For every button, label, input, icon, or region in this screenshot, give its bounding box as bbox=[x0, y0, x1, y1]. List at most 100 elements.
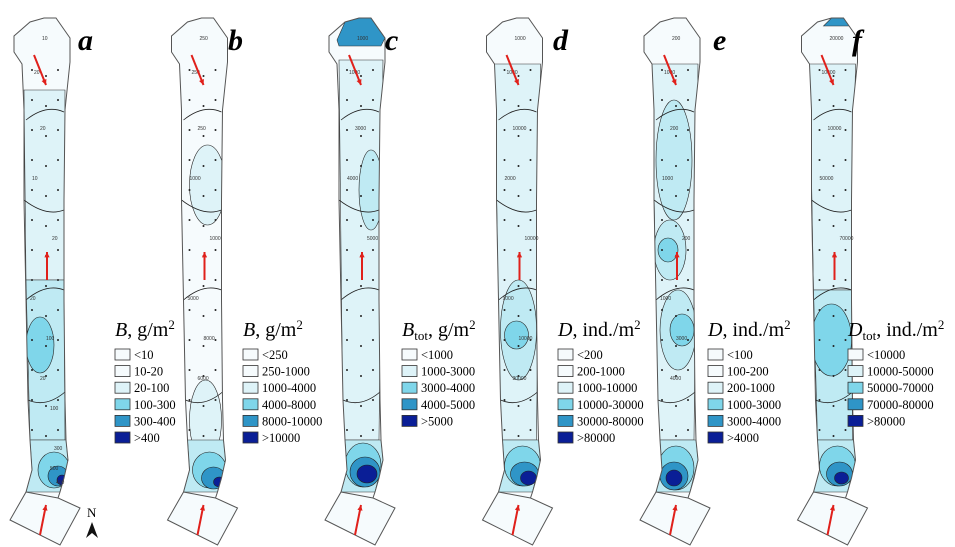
station-dot bbox=[844, 99, 847, 101]
legend-swatch bbox=[114, 365, 131, 378]
lake-outline bbox=[481, 17, 554, 546]
station-dot bbox=[844, 369, 847, 371]
station-dot bbox=[372, 249, 374, 251]
contour-label: 250 bbox=[192, 70, 201, 76]
contour-line bbox=[183, 108, 222, 121]
contour-label: 100 bbox=[50, 406, 59, 412]
flow-arrowhead-icon bbox=[357, 505, 363, 511]
legend-swatch bbox=[242, 398, 259, 411]
station-dot bbox=[844, 189, 847, 191]
station-dot bbox=[818, 339, 821, 341]
station-dot bbox=[503, 369, 506, 371]
station-dot bbox=[517, 135, 520, 137]
legend-label: <10000 bbox=[867, 348, 905, 362]
lake-outline bbox=[639, 17, 711, 546]
contour-label: 4000 bbox=[670, 376, 681, 382]
station-dot bbox=[832, 435, 835, 437]
legend-label: <250 bbox=[262, 348, 288, 362]
contour-label: 1000 bbox=[190, 176, 201, 182]
legend-label: 200-1000 bbox=[727, 381, 775, 395]
legend-title-symbol: B bbox=[243, 319, 255, 341]
contour-line bbox=[185, 391, 223, 404]
contour-label: 2000 bbox=[505, 176, 516, 182]
legend-title: Btot, g/m2 bbox=[402, 317, 476, 343]
legend-swatch bbox=[114, 398, 131, 411]
legend-swatch bbox=[847, 348, 864, 361]
station-dot bbox=[844, 69, 847, 71]
legend-swatch bbox=[707, 398, 724, 411]
station-dot bbox=[675, 375, 677, 377]
contour-line bbox=[655, 287, 695, 301]
legend-swatch bbox=[557, 365, 574, 378]
station-dot bbox=[844, 309, 847, 311]
station-dot bbox=[360, 315, 362, 317]
north-arrow: N bbox=[86, 505, 98, 538]
sampling-stations bbox=[346, 69, 374, 437]
legend-swatch bbox=[847, 381, 864, 394]
legend-swatch bbox=[707, 414, 724, 427]
station-dot bbox=[202, 75, 205, 77]
station-dot bbox=[529, 339, 532, 341]
legend-title-unit: , ind./m bbox=[876, 319, 938, 341]
contour-label: 250 bbox=[198, 126, 207, 132]
station-dot bbox=[687, 249, 689, 251]
lake-outline bbox=[9, 17, 81, 546]
station-dot bbox=[31, 339, 33, 341]
legend-label: 250-1000 bbox=[262, 365, 310, 379]
zone-c5 bbox=[665, 469, 683, 487]
station-dot bbox=[214, 399, 217, 401]
legend-label: >80000 bbox=[867, 414, 905, 428]
dam-line bbox=[183, 491, 216, 499]
zone-c5 bbox=[834, 471, 849, 485]
station-dot bbox=[31, 99, 33, 101]
flow-arrowhead-icon bbox=[44, 252, 50, 258]
contour-label: 3000 bbox=[676, 336, 687, 342]
station-dot bbox=[687, 279, 689, 281]
contour-line bbox=[340, 287, 380, 301]
contour-lines bbox=[496, 108, 538, 404]
station-dot bbox=[346, 279, 348, 281]
contour-line bbox=[342, 391, 381, 404]
map-panel-d: 1000 1000 10000 2000 10000 1000 10000 30000 d bbox=[481, 17, 569, 546]
legend-a: B, g/m2 <10 10-20 20-100 100-300 300-400 >400 bbox=[114, 317, 176, 445]
station-dot bbox=[57, 159, 59, 161]
contour-label: 10000 bbox=[519, 336, 533, 342]
contour-line bbox=[496, 199, 537, 213]
legend-title-superscript: 2 bbox=[469, 317, 476, 332]
station-dot bbox=[517, 195, 520, 197]
legend-title-subscript: tot bbox=[862, 328, 876, 343]
station-dot bbox=[372, 159, 374, 161]
contour-label: 20000 bbox=[830, 36, 844, 42]
legend-label: >4000 bbox=[727, 431, 759, 445]
station-dot bbox=[832, 285, 835, 287]
station-dot bbox=[687, 369, 689, 371]
contour-line bbox=[23, 199, 65, 213]
station-dot bbox=[687, 69, 689, 71]
station-dot bbox=[57, 69, 59, 71]
station-dot bbox=[503, 189, 506, 191]
station-dot bbox=[675, 165, 677, 167]
contour-label: 1000 bbox=[210, 236, 221, 242]
station-dot bbox=[57, 249, 59, 251]
legend-title-unit: , g/m bbox=[255, 319, 297, 341]
legend-swatch bbox=[557, 381, 574, 394]
station-dot bbox=[661, 129, 663, 131]
contour-line bbox=[25, 108, 65, 121]
contour-line bbox=[655, 108, 695, 121]
station-dot bbox=[818, 129, 821, 131]
legend-title-unit: , ind./m bbox=[572, 319, 634, 341]
station-dot bbox=[675, 105, 677, 107]
station-dot bbox=[57, 129, 59, 131]
sampling-stations bbox=[818, 69, 847, 437]
contour-label: 20 bbox=[34, 70, 40, 76]
contour-line bbox=[498, 108, 537, 121]
legend-title-superscript: 2 bbox=[168, 317, 175, 332]
flow-arrowhead-icon bbox=[674, 252, 680, 258]
flow-arrowhead-icon bbox=[41, 79, 47, 85]
station-dot bbox=[346, 99, 348, 101]
legend-label: >10000 bbox=[262, 431, 300, 445]
contour-line bbox=[340, 108, 380, 121]
flow-arrowhead-icon bbox=[199, 79, 204, 85]
legend-swatch bbox=[242, 414, 259, 427]
